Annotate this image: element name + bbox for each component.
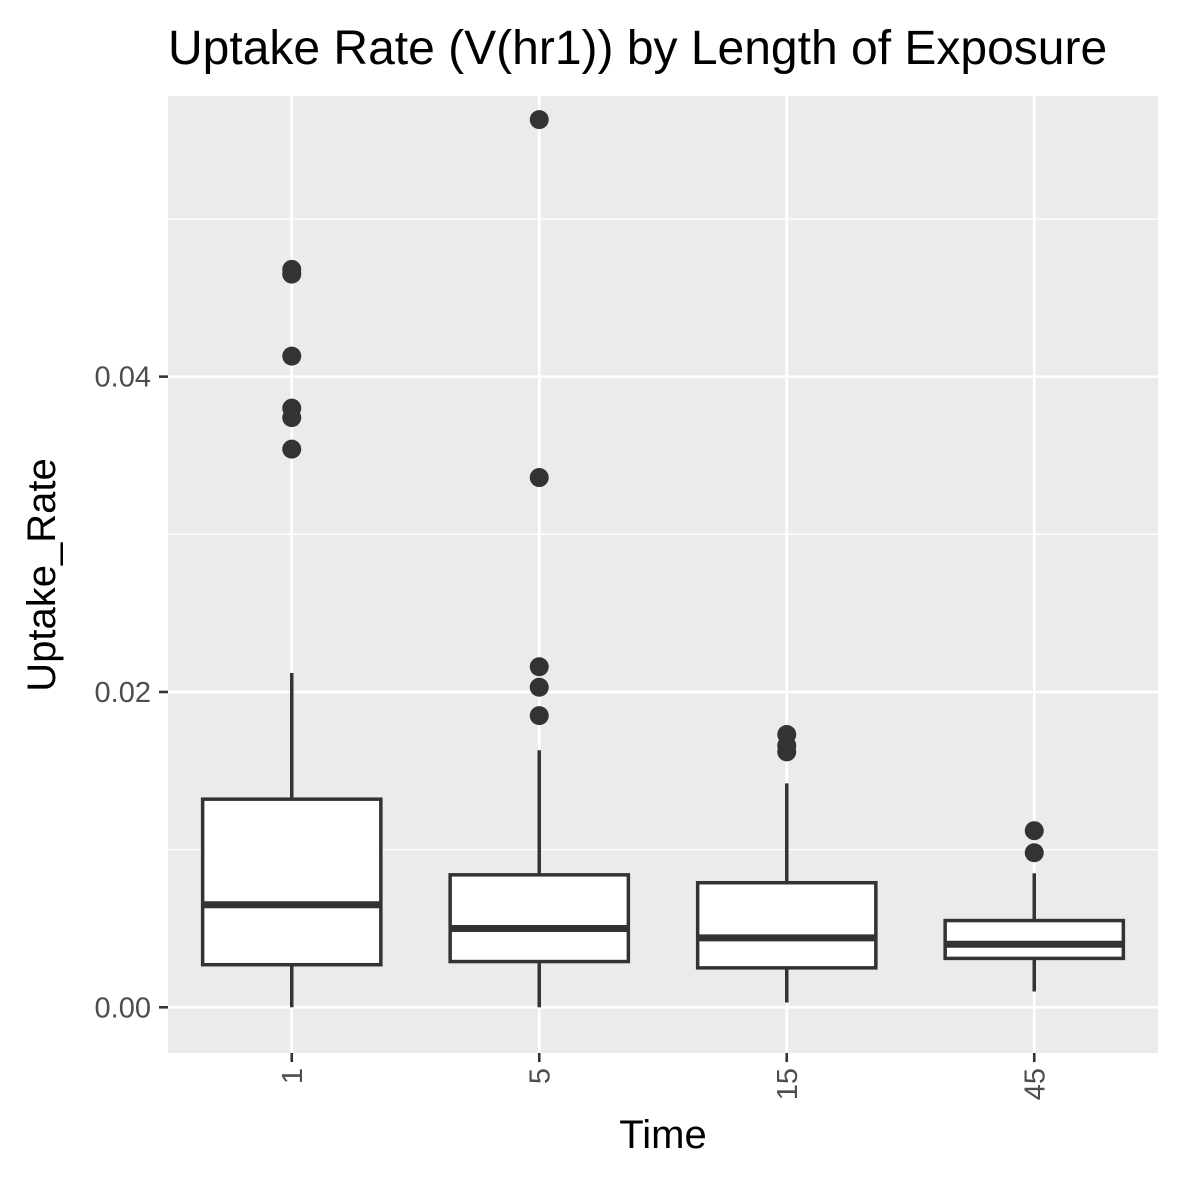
- outlier-point: [282, 346, 302, 366]
- box-iqr: [695, 880, 878, 970]
- box-iqr: [200, 797, 383, 967]
- axes: 0.000.020.041 5 15 45: [95, 362, 1052, 1101]
- boxplot-15: [695, 725, 878, 1003]
- y-tick-label: 0.04: [95, 362, 151, 394]
- outlier-point: [282, 408, 302, 428]
- y-tick-label: 0.02: [95, 677, 151, 709]
- chart-title: Uptake Rate (V(hr1)) by Length of Exposu…: [168, 22, 1107, 75]
- x-axis-title: Time: [619, 1113, 706, 1157]
- box-iqr: [448, 873, 631, 964]
- outlier-point: [529, 110, 549, 130]
- box-plots: [200, 110, 1126, 1008]
- outlier-point: [529, 677, 549, 697]
- y-tick-label: 0.00: [95, 992, 151, 1024]
- x-tick-label: 45: [1019, 1068, 1051, 1100]
- x-tick-label: 1: [277, 1068, 309, 1084]
- boxplot-1: [200, 259, 383, 1008]
- outlier-point: [529, 706, 549, 726]
- x-tick-label: 5: [524, 1068, 556, 1084]
- boxplot-5: [448, 110, 631, 1008]
- outlier-point: [282, 264, 302, 284]
- outlier-point: [1024, 843, 1044, 863]
- outlier-point: [529, 468, 549, 488]
- outlier-point: [1024, 821, 1044, 841]
- outlier-point: [529, 657, 549, 677]
- boxplot-45: [943, 821, 1126, 992]
- outlier-point: [282, 439, 302, 459]
- y-axis-title: Uptake_Rate: [20, 458, 64, 691]
- outlier-point: [777, 742, 797, 762]
- x-tick-label: 15: [772, 1068, 804, 1100]
- box-iqr: [943, 918, 1126, 961]
